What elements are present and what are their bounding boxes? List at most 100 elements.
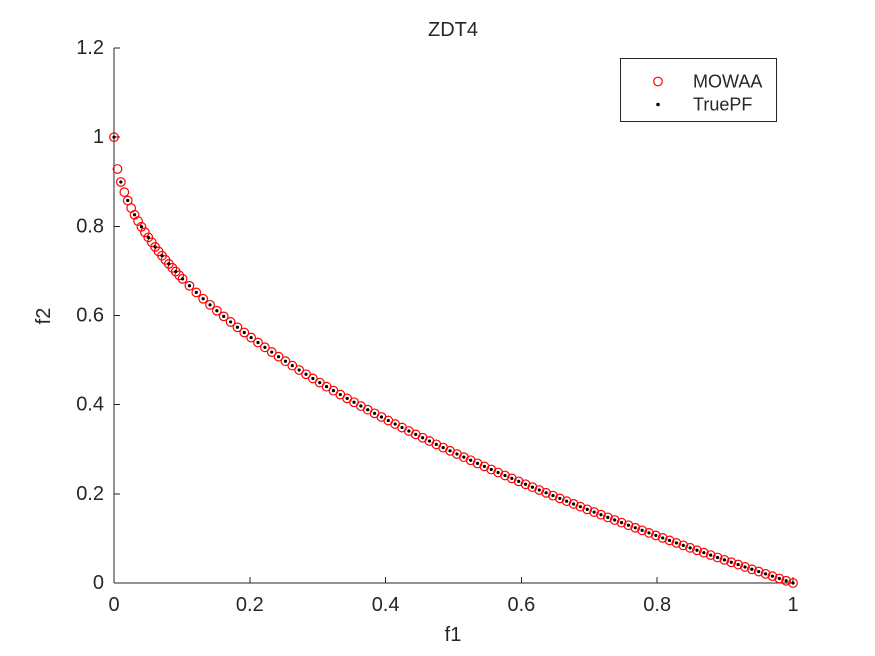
truepf-dot-marker-icon <box>656 102 660 107</box>
x-tick-label: 1 <box>787 594 798 616</box>
truepf-point-marker <box>434 442 438 446</box>
mowaa-point-marker <box>287 360 298 371</box>
truepf-point-marker <box>729 560 733 564</box>
mowaa-point-marker <box>205 299 215 310</box>
truepf-point-marker <box>331 389 336 393</box>
truepf-point-marker <box>215 309 219 313</box>
truepf-point-marker <box>695 548 699 552</box>
mowaa-point-marker <box>548 490 558 501</box>
truepf-point-marker <box>626 523 631 527</box>
truepf-point-marker <box>469 458 473 462</box>
truepf-point-marker <box>194 290 198 295</box>
mowaa-point-marker <box>225 317 236 327</box>
truepf-point-marker <box>187 284 192 288</box>
mowaa-point-marker <box>650 530 661 541</box>
truepf-point-marker <box>414 432 418 437</box>
mowaa-point-marker <box>733 559 744 570</box>
truepf-point-marker <box>544 491 548 495</box>
truepf-point-marker <box>386 418 390 423</box>
truepf-point-marker <box>674 541 679 545</box>
mowaa-point-marker <box>534 485 545 495</box>
mowaa-point-marker <box>788 578 798 588</box>
truepf-point-marker <box>565 499 569 503</box>
truepf-point-marker <box>208 303 212 307</box>
mowaa-point-marker <box>143 232 154 243</box>
truepf-point-marker <box>276 355 281 359</box>
truepf-point-marker <box>736 562 740 567</box>
truepf-point-marker <box>722 558 727 562</box>
truepf-point-marker <box>448 449 452 453</box>
truepf-point-marker <box>373 411 377 415</box>
truepf-point-marker <box>743 565 747 569</box>
mowaa-point-marker <box>671 538 682 548</box>
truepf-point-marker <box>571 502 576 506</box>
truepf-point-marker <box>249 335 253 340</box>
mowaa-point-marker <box>712 552 723 563</box>
mowaa-point-marker <box>740 562 750 572</box>
mowaa-point-marker <box>301 369 311 380</box>
x-axis-ticks: 0 0.2 0.4 0.6 0.8 1 <box>108 577 799 616</box>
mowaa-point-marker <box>119 187 130 198</box>
truepf-point-marker <box>530 485 534 489</box>
mowaa-point-marker <box>294 365 305 375</box>
mowaa-point-marker <box>115 177 126 187</box>
truepf-point-marker <box>235 325 240 329</box>
mowaa-point-marker <box>561 496 572 507</box>
x-tick-label: 0 <box>108 594 119 616</box>
truepf-point-marker <box>366 408 370 412</box>
mowaa-point-marker <box>239 327 250 338</box>
y-axis-ticks: 0 0.2 0.4 0.6 0.8 1 1.2 <box>76 37 120 594</box>
truepf-point-marker <box>263 345 267 349</box>
truepf-point-marker <box>619 521 624 525</box>
truepf-point-marker <box>311 376 315 381</box>
truepf-point-marker <box>222 314 226 318</box>
truepf-point-marker <box>558 496 562 501</box>
mowaa-point-marker <box>657 533 668 543</box>
truepf-point-marker <box>592 510 596 514</box>
truepf-point-marker <box>324 385 329 389</box>
mowaa-point-marker <box>602 512 613 523</box>
truepf-point-marker <box>496 470 500 475</box>
truepf-point-marker <box>523 482 528 486</box>
truepf-point-marker <box>482 464 486 469</box>
mowaa-point-marker <box>273 351 284 362</box>
mowaa-point-marker <box>760 569 771 579</box>
truepf-points <box>112 135 795 585</box>
truepf-point-marker <box>688 546 692 550</box>
mowaa-point-marker <box>616 517 627 528</box>
legend-label-mowaa: MOWAA <box>693 72 762 92</box>
mowaa-point-marker <box>746 564 757 575</box>
truepf-point-marker <box>510 476 514 481</box>
mowaa-point-marker <box>191 287 202 298</box>
truepf-point-marker <box>661 536 665 540</box>
mowaa-point-marker <box>692 545 702 556</box>
truepf-point-marker <box>441 446 445 450</box>
mowaa-point-marker <box>177 273 188 284</box>
truepf-point-marker <box>283 359 288 363</box>
truepf-point-marker <box>318 380 322 385</box>
truepf-point-marker <box>139 225 144 229</box>
mowaa-point-marker <box>630 522 641 533</box>
truepf-point-marker <box>667 538 672 543</box>
truepf-point-marker <box>153 245 157 249</box>
truepf-point-marker <box>393 422 397 426</box>
truepf-point-marker <box>201 297 205 301</box>
mowaa-point-marker <box>259 342 270 353</box>
mowaa-point-marker <box>109 132 119 143</box>
truepf-point-marker <box>345 396 349 401</box>
mowaa-point-marker <box>211 305 222 316</box>
truepf-point-marker <box>791 581 795 585</box>
truepf-point-marker <box>180 277 185 281</box>
truepf-point-marker <box>400 425 404 430</box>
truepf-point-marker <box>359 404 363 408</box>
truepf-point-marker <box>633 526 637 530</box>
chart-title: ZDT4 <box>428 19 478 41</box>
mowaa-point-marker <box>506 473 517 484</box>
truepf-point-marker <box>290 364 294 368</box>
mowaa-point-marker <box>500 470 510 481</box>
mowaa-point-marker <box>112 164 123 174</box>
mowaa-point-marker <box>705 550 716 560</box>
truepf-point-marker <box>613 518 617 522</box>
mowaa-point-marker <box>678 540 689 551</box>
